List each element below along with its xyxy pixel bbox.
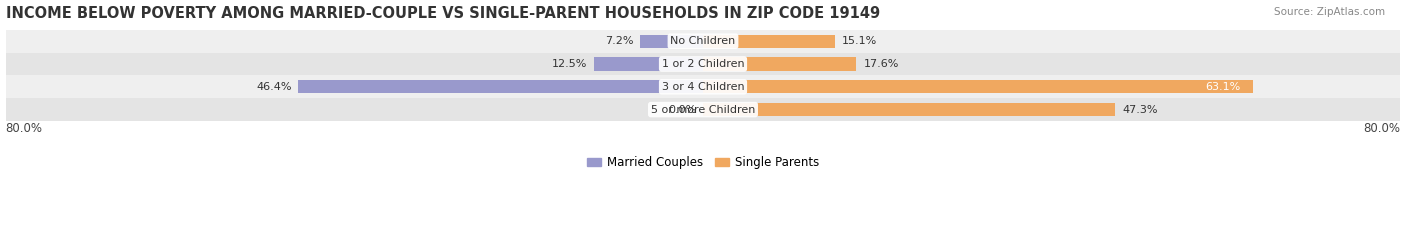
Text: 80.0%: 80.0%	[6, 122, 42, 135]
Text: 15.1%: 15.1%	[842, 36, 877, 46]
Bar	[6, 98, 1400, 121]
Text: 7.2%: 7.2%	[605, 36, 633, 46]
Text: 12.5%: 12.5%	[551, 59, 588, 69]
Text: 3 or 4 Children: 3 or 4 Children	[662, 82, 744, 92]
Bar	[703, 34, 835, 48]
Text: Source: ZipAtlas.com: Source: ZipAtlas.com	[1274, 7, 1385, 17]
Text: 80.0%: 80.0%	[1364, 122, 1400, 135]
Bar	[593, 57, 703, 71]
Text: 1 or 2 Children: 1 or 2 Children	[662, 59, 744, 69]
Text: 63.1%: 63.1%	[1205, 82, 1240, 92]
Bar	[6, 30, 1400, 53]
Bar	[703, 57, 856, 71]
Bar	[703, 80, 1253, 93]
Text: 5 or more Children: 5 or more Children	[651, 105, 755, 115]
Text: 46.4%: 46.4%	[256, 82, 291, 92]
Text: 47.3%: 47.3%	[1122, 105, 1157, 115]
Text: INCOME BELOW POVERTY AMONG MARRIED-COUPLE VS SINGLE-PARENT HOUSEHOLDS IN ZIP COD: INCOME BELOW POVERTY AMONG MARRIED-COUPL…	[6, 6, 880, 21]
Bar	[6, 75, 1400, 98]
Bar	[703, 103, 1115, 116]
Bar	[6, 53, 1400, 75]
Text: 0.0%: 0.0%	[668, 105, 696, 115]
Bar	[640, 34, 703, 48]
Legend: Married Couples, Single Parents: Married Couples, Single Parents	[582, 152, 824, 174]
Text: 17.6%: 17.6%	[863, 59, 898, 69]
Bar	[298, 80, 703, 93]
Text: No Children: No Children	[671, 36, 735, 46]
